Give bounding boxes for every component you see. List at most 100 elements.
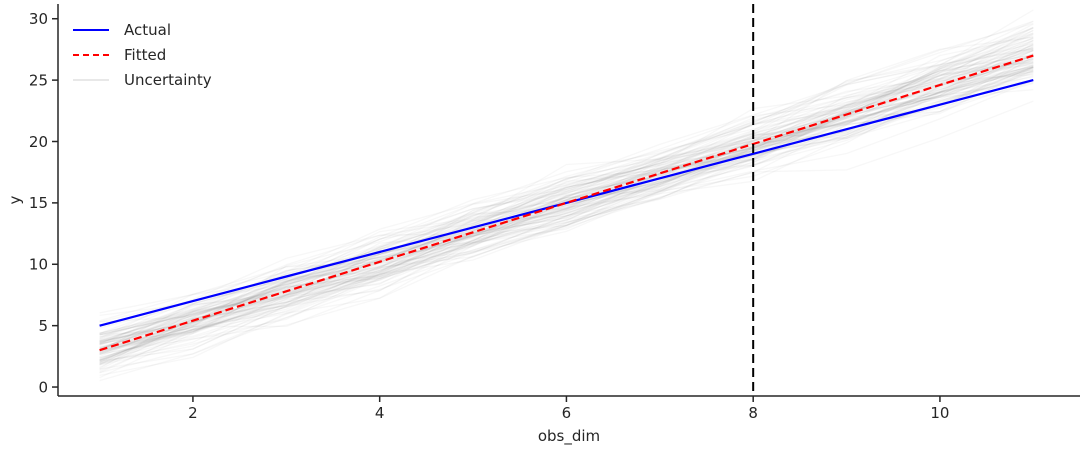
uncertainty-sample-line	[99, 64, 1034, 352]
uncertainty-sample-line	[99, 57, 1034, 329]
uncertainty-sample-line	[99, 49, 1034, 340]
uncertainty-sample-line	[99, 100, 1034, 340]
legend-label-uncertainty: Uncertainty	[124, 70, 212, 89]
uncertainty-sample-line	[99, 60, 1034, 362]
uncertainty-sample-line	[99, 54, 1034, 374]
uncertainty-sample-line	[99, 54, 1034, 336]
uncertainty-sample-line	[99, 58, 1034, 379]
x-tick-label: 4	[375, 404, 385, 422]
uncertainty-sample-line	[99, 20, 1034, 361]
uncertainty-sample-line	[99, 48, 1034, 359]
uncertainty-sample-line	[99, 62, 1034, 317]
uncertainty-sample-line	[99, 37, 1034, 356]
legend-item-actual: Actual	[73, 17, 212, 42]
x-tick-label: 6	[562, 404, 572, 422]
uncertainty-sample-line	[99, 81, 1034, 358]
legend-fitted-line-swatch	[73, 53, 109, 56]
legend-item-uncertainty: Uncertainty	[73, 67, 212, 92]
uncertainty-sample-line	[99, 53, 1034, 362]
uncertainty-sample-line	[99, 66, 1034, 351]
uncertainty-sample-line	[99, 70, 1034, 350]
uncertainty-sample-line	[99, 68, 1034, 350]
fitted-line	[99, 54, 1034, 352]
uncertainty-sample-line	[99, 62, 1034, 335]
uncertainty-sample-line	[99, 66, 1034, 349]
uncertainty-sample-line	[99, 79, 1034, 362]
uncertainty-sample-line	[99, 37, 1034, 368]
uncertainty-sample-line	[99, 67, 1034, 353]
uncertainty-sample-line	[99, 61, 1034, 349]
uncertainty-sample-line	[99, 66, 1034, 372]
legend: Actual Fitted Uncertainty	[73, 17, 212, 92]
uncertainty-sample-line	[99, 46, 1034, 361]
uncertainty-sample-line	[99, 43, 1034, 338]
uncertainty-sample-line	[99, 35, 1034, 352]
y-tick-label: 30	[29, 10, 48, 28]
uncertainty-sample-line	[99, 54, 1034, 344]
y-tick-label: 15	[29, 194, 48, 212]
uncertainty-sample-line	[99, 54, 1034, 350]
uncertainty-sample-line	[99, 41, 1034, 336]
y-tick-label: 10	[29, 256, 48, 274]
legend-uncertainty-line-swatch	[73, 78, 109, 81]
uncertainty-sample-line	[99, 69, 1034, 363]
x-tick-label: 10	[930, 404, 949, 422]
uncertainty-sample-line	[99, 53, 1034, 351]
legend-label-actual: Actual	[124, 20, 171, 39]
uncertainty-sample-line	[99, 27, 1034, 364]
uncertainty-sample-line	[99, 47, 1034, 335]
uncertainty-sample-line	[99, 76, 1034, 343]
uncertainty-sample-line	[99, 40, 1034, 342]
y-tick-label: 20	[29, 133, 48, 151]
uncertainty-sample-line	[99, 71, 1034, 365]
uncertainty-sample-line	[99, 69, 1034, 351]
uncertainty-sample-line	[99, 44, 1034, 382]
x-tick-label: 8	[748, 404, 758, 422]
uncertainty-sample-line	[99, 65, 1034, 360]
uncertainty-sample-line	[99, 66, 1034, 363]
uncertainty-sample-line	[99, 72, 1034, 354]
uncertainty-sample-line	[99, 54, 1034, 359]
uncertainty-sample-line	[99, 49, 1034, 361]
uncertainty-sample-line	[99, 45, 1034, 354]
uncertainty-sample-line	[99, 89, 1034, 338]
uncertainty-sample-line	[99, 56, 1034, 351]
uncertainty-sample-line	[99, 29, 1034, 346]
uncertainty-sample-line	[99, 29, 1034, 369]
uncertainty-sample-line	[99, 61, 1034, 339]
uncertainty-sample-line	[99, 66, 1034, 361]
uncertainty-sample-line	[99, 71, 1034, 344]
y-axis-label: y	[6, 195, 24, 205]
uncertainty-sample-line	[99, 38, 1034, 351]
x-axis-label: obs_dim	[537, 427, 601, 445]
y-tick-label: 25	[29, 71, 48, 89]
uncertainty-sample-line	[99, 66, 1034, 365]
uncertainty-sample-line	[99, 40, 1034, 350]
uncertainty-sample-line	[99, 68, 1034, 348]
uncertainty-sample-line	[99, 36, 1034, 352]
uncertainty-sample-line	[99, 26, 1034, 342]
uncertainty-sample-line	[99, 59, 1034, 322]
uncertainty-sample-line	[99, 43, 1034, 323]
uncertainty-sample-line	[99, 32, 1034, 363]
uncertainty-sample-line	[99, 39, 1034, 345]
uncertainty-sample-line	[99, 9, 1034, 343]
legend-actual-line-swatch	[73, 28, 109, 31]
uncertainty-sample-line	[99, 26, 1034, 345]
uncertainty-sample-line	[99, 57, 1034, 354]
uncertainty-sample-line	[99, 22, 1034, 361]
uncertainty-sample-line	[99, 56, 1034, 355]
uncertainty-sample-line	[99, 50, 1034, 355]
uncertainty-sample-line	[99, 64, 1034, 341]
actual-line	[99, 79, 1034, 327]
uncertainty-sample-line	[99, 32, 1034, 365]
x-tick-label: 2	[188, 404, 198, 422]
uncertainty-sample-line	[99, 23, 1034, 370]
uncertainty-sample-line	[99, 74, 1034, 362]
uncertainty-sample-line	[99, 52, 1034, 343]
uncertainty-sample-line	[99, 27, 1034, 334]
y-tick-label: 0	[38, 378, 48, 396]
uncertainty-sample-line	[99, 65, 1034, 371]
